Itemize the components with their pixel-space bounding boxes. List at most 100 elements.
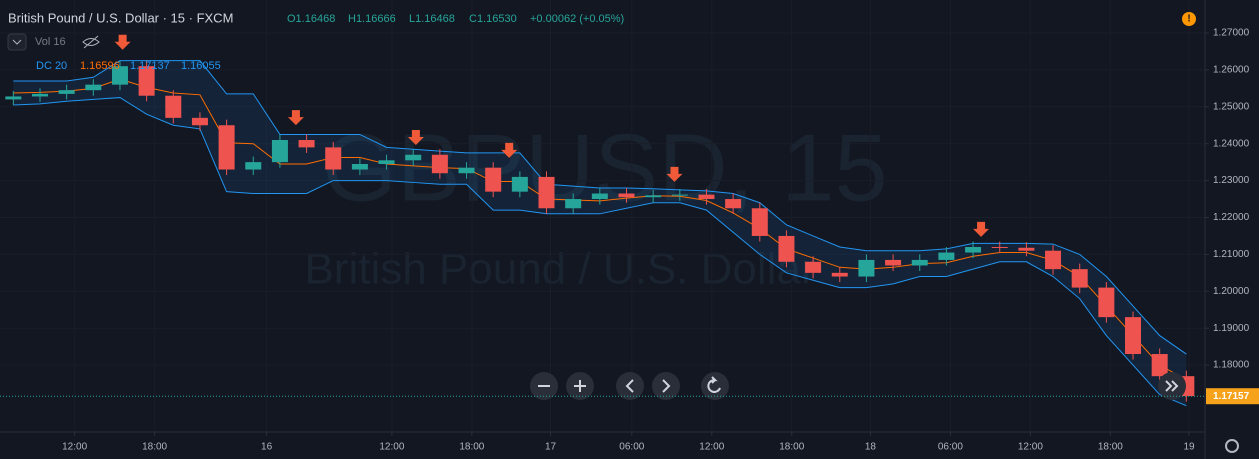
open-value: O1.16468: [287, 13, 335, 25]
alert-icon[interactable]: [1182, 12, 1196, 26]
x-tick-label: 06:00: [619, 442, 644, 453]
candle-body: [191, 117, 208, 126]
candle-body: [965, 247, 982, 253]
candle-body: [58, 90, 75, 94]
candle-body: [751, 208, 768, 236]
reset-icon: [707, 376, 721, 393]
x-tick-label: 06:00: [938, 442, 963, 453]
candle-body: [911, 259, 928, 266]
collapse-button[interactable]: [7, 33, 27, 51]
scroll-left-button[interactable]: [616, 372, 644, 400]
candle-body: [778, 235, 795, 262]
plot-area: [5, 34, 1195, 407]
x-tick-label: 16: [261, 442, 273, 453]
candle-body: [218, 125, 235, 170]
candle-body: [165, 95, 182, 118]
header: British Pound / U.S. Dollar · 15 · FXCM …: [7, 10, 1196, 72]
signal-arrow: [114, 34, 131, 50]
candle-body: [378, 160, 395, 164]
hide-icon[interactable]: [82, 35, 100, 49]
candle-body: [245, 162, 262, 170]
candle-body: [111, 66, 128, 85]
indicator-lower: 1.16055: [181, 60, 221, 72]
x-tick-label: 18:00: [779, 442, 804, 453]
y-tick-label: 1.22000: [1213, 212, 1250, 223]
candle-body: [1151, 354, 1168, 377]
indicator-basis: 1.16596: [80, 60, 120, 72]
candle-body: [485, 167, 502, 192]
y-tick-label: 1.20000: [1213, 286, 1250, 297]
x-tick-label: 18:00: [459, 442, 484, 453]
signal-arrow: [407, 130, 424, 146]
signal-arrow: [666, 166, 683, 182]
candle-body: [271, 140, 288, 163]
scroll-right-button[interactable]: [652, 372, 680, 400]
candle-body: [831, 272, 848, 277]
x-tick-label: 18:00: [1098, 442, 1123, 453]
y-tick-label: 1.27000: [1213, 28, 1250, 39]
candle-body: [1071, 269, 1088, 288]
y-tick-label: 1.23000: [1213, 175, 1250, 186]
y-tick-label: 1.21000: [1213, 249, 1250, 260]
candle-body: [458, 167, 475, 174]
candle-body: [991, 247, 1008, 249]
right-icon: [662, 379, 671, 393]
low-value: L1.16468: [409, 13, 455, 25]
x-tick-label: 12:00: [699, 442, 724, 453]
y-tick-label: 1.18000: [1213, 360, 1250, 371]
candle-body: [325, 147, 342, 170]
x-tick-label: 12:00: [1018, 442, 1043, 453]
chevron-icon: [12, 39, 22, 45]
candle-body: [298, 140, 315, 148]
x-tick-label: 17: [545, 442, 557, 453]
settings-button[interactable]: [1225, 439, 1239, 453]
x-tick-label: 19: [1183, 442, 1195, 453]
signal-arrow: [501, 142, 518, 158]
chart-title: British Pound / U.S. Dollar · 15 · FXCM: [8, 10, 233, 25]
candle-body: [85, 84, 102, 91]
candle-body: [1045, 250, 1062, 270]
candle-body: [351, 163, 368, 170]
candle-body: [431, 154, 448, 174]
change-value: +0.00062 (+0.05%): [530, 13, 624, 25]
y-tick-label: 1.19000: [1213, 323, 1250, 334]
volume-label: Vol 16: [35, 36, 66, 48]
candle-body: [618, 193, 635, 198]
candle-body: [591, 193, 608, 200]
plus-icon: [574, 380, 586, 392]
candle-body: [405, 154, 422, 161]
watermark-name: British Pound / U.S. Dollar: [304, 245, 815, 294]
candle-body: [565, 199, 582, 209]
signal-arrow: [973, 221, 990, 237]
candle-body: [698, 194, 715, 200]
x-tick-label: 18: [865, 442, 877, 453]
candle-body: [1098, 287, 1115, 318]
x-tick-label: 18:00: [142, 442, 167, 453]
y-tick-label: 1.26000: [1213, 65, 1250, 76]
y-tick-label: 1.25000: [1213, 101, 1250, 112]
candle-body: [725, 199, 742, 209]
reset-button[interactable]: [701, 372, 729, 400]
candle-body: [1125, 317, 1142, 355]
high-value: H1.16666: [348, 13, 396, 25]
indicator-upper: 1.17137: [130, 60, 170, 72]
candle-body: [511, 176, 528, 192]
channel-lower-line: [13, 97, 1187, 407]
end-icon: [1165, 380, 1179, 392]
alert-glyph: !: [1187, 14, 1190, 25]
candle-body: [1018, 247, 1035, 251]
candle-body: [805, 261, 822, 273]
candle-body: [938, 252, 955, 260]
left-icon: [625, 379, 634, 393]
candle-body: [5, 96, 22, 100]
navigation-buttons: [530, 372, 1239, 453]
candle-body: [31, 93, 48, 97]
candle-body: [538, 176, 555, 209]
candle-body: [671, 194, 688, 196]
candle-body: [858, 259, 875, 277]
x-tick-label: 12:00: [379, 442, 404, 453]
signal-arrow: [287, 110, 304, 126]
close-value: C1.16530: [469, 13, 517, 25]
indicator-name: DC 20: [36, 60, 67, 72]
